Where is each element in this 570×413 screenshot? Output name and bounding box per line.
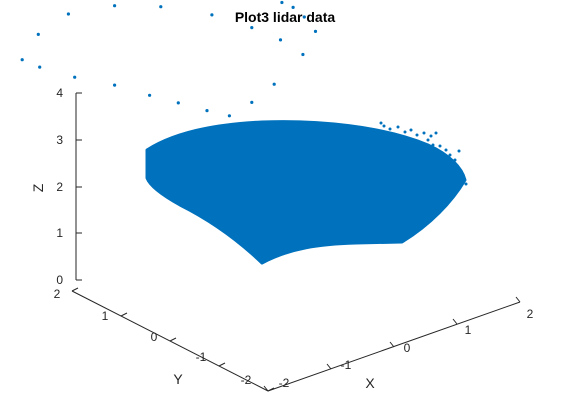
point-marker: [291, 5, 295, 9]
y-tick: [120, 312, 128, 317]
y-tick: [71, 287, 79, 292]
outlier-point: [422, 131, 426, 135]
outlier-point: [379, 121, 383, 125]
z-tick-label: 2: [56, 180, 63, 194]
point-marker: [113, 4, 117, 8]
point-marker: [66, 12, 70, 16]
point-marker: [280, 0, 284, 5]
x-tick-label: 1: [465, 323, 472, 337]
z-axis-label: Z: [30, 183, 46, 192]
x-tick-label: 0: [404, 341, 411, 355]
outlier-point: [438, 144, 442, 148]
x-tick: [515, 296, 521, 303]
y-tick-label: -1: [196, 350, 207, 364]
y-axis-label: Y: [173, 371, 183, 387]
z-tick-labels: 4 3 2 1 0: [56, 86, 63, 287]
point-marker: [176, 101, 180, 105]
z-tick-label: 3: [56, 133, 63, 147]
point-cloud-body: [145, 120, 467, 265]
outlier-point: [431, 143, 435, 147]
point-marker: [250, 100, 254, 104]
x-axis-label: X: [365, 375, 375, 391]
point-marker: [302, 15, 306, 19]
outlier-point: [460, 172, 464, 176]
x-tick-label: -2: [279, 376, 290, 390]
outlier-point: [448, 153, 452, 157]
outlier-point: [426, 138, 430, 142]
outlier-point: [418, 143, 422, 147]
outlier-point: [415, 133, 419, 137]
z-tick-label: 1: [56, 226, 63, 240]
x-tick: [263, 385, 269, 392]
chart-title: Plot3 lidar data: [234, 9, 336, 25]
outlier-point: [388, 127, 392, 131]
point-marker: [20, 58, 24, 62]
point-cloud: [145, 120, 467, 265]
point-marker: [113, 83, 117, 87]
point-marker: [38, 65, 42, 69]
point-marker: [301, 52, 305, 57]
outlier-point: [434, 131, 438, 135]
outlier-point: [429, 134, 433, 138]
x-tick: [326, 363, 332, 370]
point-marker: [205, 109, 209, 113]
outlier-point: [444, 148, 448, 152]
outlier-point: [464, 182, 468, 186]
x-tick: [389, 341, 395, 348]
outlier-point: [396, 125, 400, 129]
y-tick: [218, 362, 226, 367]
outlier-point: [456, 186, 460, 190]
point-marker: [73, 75, 77, 79]
point-marker: [227, 114, 231, 118]
outlier-point: [382, 124, 386, 128]
x-tick-label: 2: [527, 307, 534, 321]
point-markers: [20, 0, 468, 190]
outlier-point: [425, 148, 429, 152]
outlier-point: [403, 130, 407, 134]
outlier-point: [457, 149, 461, 153]
y-tick-label: 0: [151, 330, 158, 344]
outlier-point: [437, 155, 441, 159]
point-marker: [148, 93, 152, 97]
point-marker: [210, 13, 214, 17]
z-tick-label: 4: [56, 86, 63, 100]
y-tick: [267, 387, 275, 392]
y-tick-label: 2: [54, 287, 61, 301]
x-tick-labels: -2 -1 0 1 2: [279, 307, 534, 390]
point-marker: [36, 32, 40, 37]
point-marker: [159, 5, 163, 9]
outlier-point: [453, 158, 457, 162]
x-tick: [452, 318, 458, 325]
point-marker: [278, 38, 283, 42]
point-marker: [313, 29, 318, 33]
z-tick-label: 0: [56, 273, 63, 287]
point-marker: [250, 26, 254, 30]
axes: [71, 92, 521, 392]
outlier-point: [409, 128, 413, 132]
outlier-point: [442, 160, 446, 164]
y-tick-labels: 2 1 0 -1 -2: [54, 287, 252, 387]
y-tick: [169, 337, 177, 342]
y-tick-label: 1: [102, 309, 109, 323]
point-marker: [272, 82, 276, 86]
x-tick-label: -1: [341, 358, 352, 372]
y-tick-label: -2: [241, 373, 252, 387]
